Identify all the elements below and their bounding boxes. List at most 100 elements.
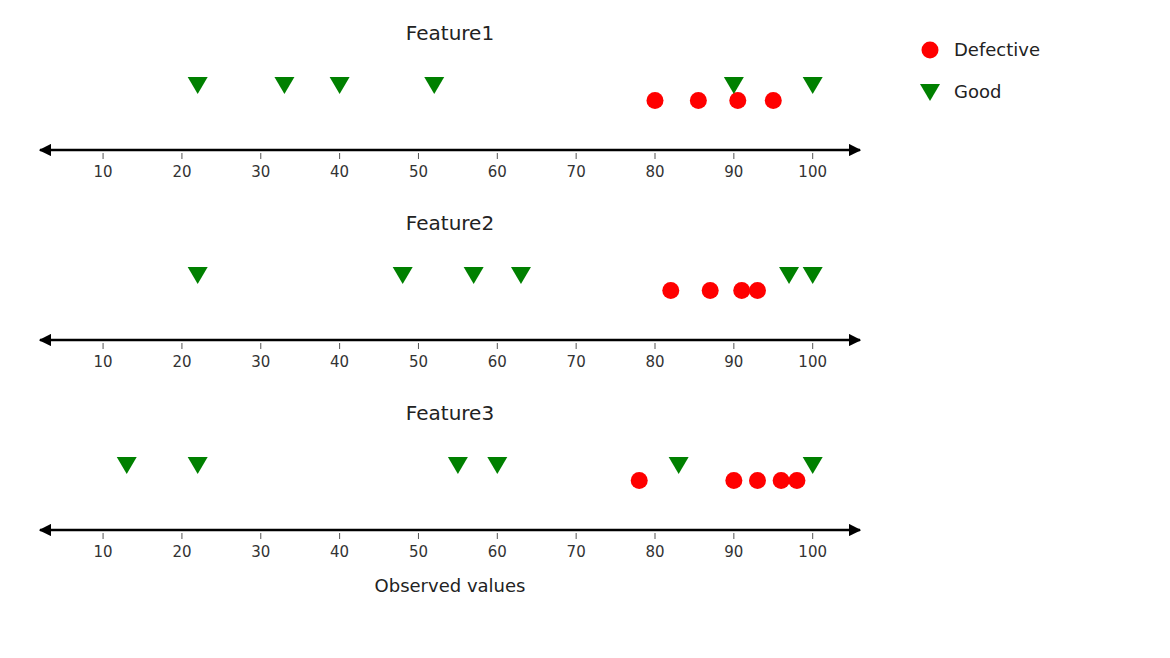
tick-mark — [181, 153, 182, 159]
tick-label: 80 — [645, 353, 664, 371]
legend-label: Good — [954, 81, 1001, 102]
tick-mark — [812, 533, 813, 539]
point — [749, 472, 766, 489]
title: Feature2 — [406, 211, 494, 235]
tick-label: 90 — [724, 543, 743, 561]
point — [779, 267, 799, 284]
point — [724, 77, 744, 94]
tick-mark — [576, 533, 577, 539]
tick-mark — [812, 153, 813, 159]
series — [647, 92, 782, 109]
tick-mark — [103, 343, 104, 349]
point — [803, 267, 823, 284]
point — [487, 457, 507, 474]
panel: Feature1102030405060708090100 — [40, 21, 860, 181]
tick-mark — [497, 343, 498, 349]
tick-label: 30 — [251, 353, 270, 371]
series — [188, 77, 823, 94]
plot-area — [188, 267, 823, 299]
axis-label: Observed values — [375, 575, 526, 596]
tick-label: 100 — [798, 163, 827, 181]
tick-label: 20 — [172, 353, 191, 371]
tick-label: 20 — [172, 163, 191, 181]
point — [188, 77, 208, 94]
point — [690, 92, 707, 109]
tick-label: 30 — [251, 543, 270, 561]
tick-label: 90 — [724, 353, 743, 371]
tick-mark — [733, 343, 734, 349]
tick-label: 10 — [94, 353, 113, 371]
tick-label: 70 — [567, 353, 586, 371]
tick-mark — [260, 533, 261, 539]
tick-label: 10 — [94, 543, 113, 561]
tick-mark — [181, 343, 182, 349]
point — [330, 77, 350, 94]
tick-label: 50 — [409, 543, 428, 561]
tick-mark — [576, 343, 577, 349]
point — [765, 92, 782, 109]
tick-mark — [733, 533, 734, 539]
series — [631, 472, 806, 489]
title: Feature1 — [406, 21, 494, 45]
axis-line — [40, 149, 860, 152]
tick-label: 50 — [409, 353, 428, 371]
panel: Feature2 10 20 30 40 50 60 70 80 90 100 — [40, 211, 860, 371]
tick-label: 30 — [251, 163, 270, 181]
point — [117, 457, 137, 474]
axis-line — [40, 529, 860, 532]
point — [733, 282, 750, 299]
tick-mark — [260, 153, 261, 159]
point — [773, 472, 790, 489]
tick-label: 70 — [567, 543, 586, 561]
legend-label: Defective — [954, 39, 1040, 60]
point — [393, 267, 413, 284]
tick-mark — [339, 533, 340, 539]
tick-label: 40 — [330, 543, 349, 561]
point — [464, 267, 484, 284]
tick-label: 10 — [94, 163, 113, 181]
series — [662, 282, 766, 299]
tick-mark — [655, 533, 656, 539]
series — [117, 457, 823, 474]
point — [725, 472, 742, 489]
legend-symbol — [922, 42, 939, 59]
point — [749, 282, 766, 299]
point — [631, 472, 648, 489]
tick-mark — [497, 153, 498, 159]
tick-mark — [418, 343, 419, 349]
title: Feature3 — [406, 401, 494, 425]
tick-mark — [103, 153, 104, 159]
chart: Feature1 10 20 30 40 50 60 70 80 90 100 Defective Go… — [0, 0, 1170, 658]
point — [424, 77, 444, 94]
point — [647, 92, 664, 109]
tick-label: 70 — [567, 163, 586, 181]
tick-label: 40 — [330, 353, 349, 371]
plot-area — [188, 77, 823, 109]
point — [669, 457, 689, 474]
tick-label: 50 — [409, 163, 428, 181]
tick-mark — [812, 343, 813, 349]
tick-mark — [733, 153, 734, 159]
tick-label: 90 — [724, 163, 743, 181]
panel: Feature3 10 20 30 40 50 60 70 80 90 100 Observed va… — [40, 401, 860, 596]
tick-label: 20 — [172, 543, 191, 561]
point — [274, 77, 294, 94]
point — [788, 472, 805, 489]
point — [188, 457, 208, 474]
tick-mark — [655, 343, 656, 349]
tick-label: 60 — [488, 353, 507, 371]
plot-area — [117, 457, 823, 489]
tick-mark — [576, 153, 577, 159]
tick-label: 80 — [645, 163, 664, 181]
point — [448, 457, 468, 474]
tick-label: 100 — [798, 353, 827, 371]
tick-label: 80 — [645, 543, 664, 561]
tick-label: 60 — [488, 543, 507, 561]
point — [803, 77, 823, 94]
tick-mark — [181, 533, 182, 539]
tick-label: 40 — [330, 163, 349, 181]
point — [662, 282, 679, 299]
point — [702, 282, 719, 299]
point — [729, 92, 746, 109]
tick-label: 100 — [798, 543, 827, 561]
